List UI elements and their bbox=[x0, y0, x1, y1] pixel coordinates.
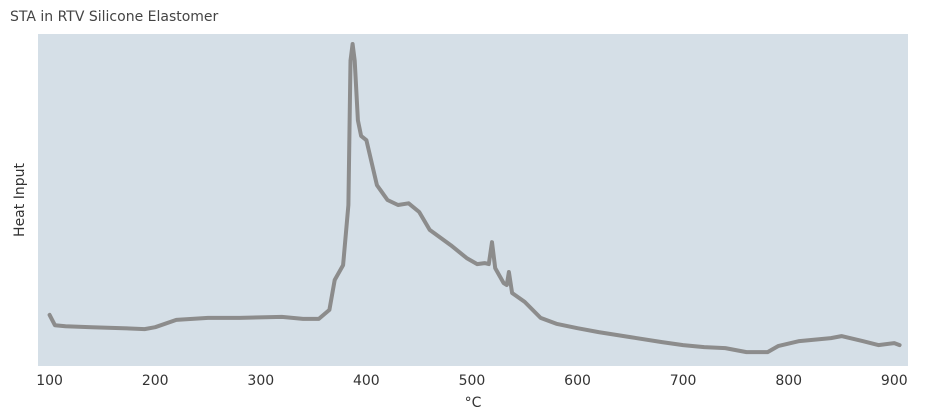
x-tick-label: 800 bbox=[775, 373, 802, 389]
plot-area bbox=[38, 34, 908, 366]
x-tick-label: 900 bbox=[881, 373, 908, 389]
x-tick-label: 100 bbox=[36, 373, 63, 389]
y-axis-label: Heat Input bbox=[12, 163, 28, 237]
x-axis-label: °C bbox=[465, 395, 482, 411]
chart-title: STA in RTV Silicone Elastomer bbox=[10, 9, 219, 25]
data-line bbox=[47, 42, 902, 355]
x-tick-label: 400 bbox=[353, 373, 380, 389]
x-tick-label: 300 bbox=[247, 373, 274, 389]
x-tick-label: 700 bbox=[670, 373, 697, 389]
x-tick-label: 500 bbox=[459, 373, 486, 389]
x-tick-label: 200 bbox=[142, 373, 169, 389]
x-tick-label: 600 bbox=[564, 373, 591, 389]
